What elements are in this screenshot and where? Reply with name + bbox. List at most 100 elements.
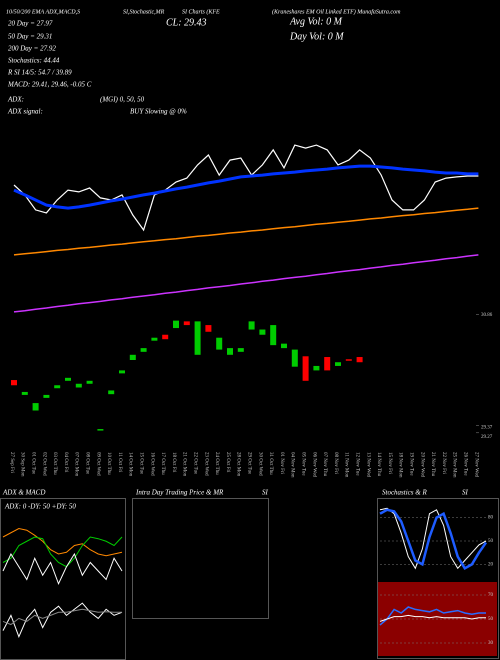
y-tick-label: 30.86 [481, 313, 493, 318]
y-tick-label: 70 [488, 593, 494, 598]
candle [270, 325, 277, 346]
indicator-line [379, 614, 486, 622]
x-tick-label: 25 Nov Mon [452, 452, 457, 478]
header-text: R SI 14/5: 54.7 / 39.89 [7, 69, 72, 77]
x-tick-label: 18 Nov Mon [398, 452, 403, 478]
indicator-line [379, 508, 488, 570]
candle [65, 377, 71, 381]
x-tick-label: 01 Oct Tue [30, 452, 35, 475]
candle [43, 394, 50, 398]
candle [227, 348, 233, 355]
candle [324, 357, 331, 371]
x-tick-label: 20 Nov Wed [419, 452, 424, 478]
ma-line [13, 164, 479, 210]
header-text: Stochastics: 44.44 [8, 57, 60, 65]
candle [194, 321, 201, 355]
candle [108, 390, 115, 395]
x-tick-label: 24 Oct Thu [214, 452, 219, 475]
candle [302, 356, 309, 381]
x-tick-label: 22 Oct Tue [192, 452, 197, 475]
candle [259, 329, 266, 335]
ma-line [13, 144, 479, 232]
candle [86, 380, 93, 384]
x-tick-label: 13 Nov Wed [365, 452, 370, 478]
x-tick-label: 29 Oct Tue [246, 452, 251, 475]
header-text: (Kraneshares EM Oil Linked ETF) MunafaSu… [272, 8, 401, 15]
stoch-panel-frame [377, 498, 499, 659]
panel-title: Intra Day Trading Price & MR [135, 489, 224, 497]
candle [345, 359, 352, 361]
ma-line [13, 254, 479, 313]
panel-subtitle: SI [262, 489, 269, 497]
header-text: 10/50/200 EMA ADX,MACD,S [6, 9, 80, 15]
header-text: ADX: [7, 96, 24, 104]
x-tick-label: 30 Sep Mon [20, 452, 25, 477]
x-tick-label: 08 Nov Fri [333, 452, 338, 475]
header-text: 20 Day = 27.97 [8, 20, 53, 28]
x-tick-label: 02 Oct Wed [41, 452, 46, 476]
x-tick-label: 03 Oct Thu [52, 452, 57, 475]
x-tick-label: 23 Oct Wed [203, 452, 208, 476]
x-tick-label: 08 Oct Tue [84, 452, 89, 475]
ma-line [13, 207, 479, 256]
indicator-line [2, 602, 123, 639]
y-tick-label: 50 [488, 617, 494, 622]
header-text: MACD: 29.41, 29.46, -0.05 C [7, 81, 92, 89]
candle [281, 343, 287, 349]
panel-title: ADX & MACD [2, 489, 45, 497]
x-tick-label: 11 Nov Mon [344, 452, 349, 478]
y-tick-label: 29.37 [481, 426, 493, 431]
candle [356, 357, 363, 363]
x-tick-label: 09 Oct Wed [95, 452, 100, 476]
candle [335, 362, 341, 366]
header-text: Avg Vol: 0 M [289, 16, 343, 27]
candle [216, 337, 223, 350]
x-tick-label: 06 Nov Wed [311, 452, 316, 478]
x-tick-label: 04 Oct Fri [63, 452, 68, 473]
candle [75, 383, 82, 388]
x-tick-label: 07 Oct Mon [74, 452, 79, 477]
x-tick-label: 22 Nov Fri [441, 452, 446, 475]
indicator-line [2, 527, 123, 557]
x-tick-label: 27 Nov Wed [473, 452, 478, 478]
candle [313, 365, 320, 371]
y-tick-label: 30 [488, 641, 494, 646]
indicator-line [2, 552, 123, 586]
x-tick-label: 04 Nov Mon [290, 452, 295, 478]
intraday-panel-frame [132, 498, 269, 619]
x-tick-label: 18 Oct Fri [171, 452, 176, 473]
candle [183, 321, 190, 326]
header-text: Day Vol: 0 M [289, 31, 344, 42]
candle [97, 429, 104, 431]
x-tick-label: 26 Nov Tue [462, 452, 467, 476]
header-text: SI Charts (KFE [182, 8, 220, 15]
header-text: 50 Day = 29.31 [8, 33, 52, 41]
header-text: 200 Day = 27.92 [8, 45, 56, 53]
candle [119, 370, 125, 374]
x-tick-label: 21 Nov Thu [430, 452, 435, 477]
x-tick-label: 17 Oct Thu [160, 452, 165, 475]
x-tick-label: 10 Oct Thu [106, 452, 111, 475]
panel-annotation: ADX: 0 -DY: 50 +DY: 50 [4, 503, 76, 511]
candle [140, 348, 147, 352]
indicator-line [379, 606, 486, 626]
x-tick-label: 07 Nov Thu [322, 452, 327, 477]
candle [151, 337, 158, 341]
x-tick-label: 16 Oct Wed [149, 452, 154, 476]
indicator-line [2, 608, 122, 626]
x-tick-label: 19 Nov Tue [408, 452, 413, 476]
header-text: CL: 29.43 [166, 17, 207, 28]
y-tick-label: 29.27 [481, 435, 493, 440]
panel-title: Stochastics & R [382, 489, 427, 497]
x-tick-label: 01 Nov Fri [279, 452, 284, 475]
x-tick-label: 12 Nov Tue [354, 452, 359, 476]
candle [205, 325, 212, 332]
candle [54, 385, 61, 389]
x-tick-label: 21 Oct Mon [182, 452, 187, 477]
x-tick-label: 15 Nov Fri [387, 452, 392, 475]
x-tick-label: 30 Oct Wed [257, 452, 262, 476]
candle [21, 391, 28, 395]
